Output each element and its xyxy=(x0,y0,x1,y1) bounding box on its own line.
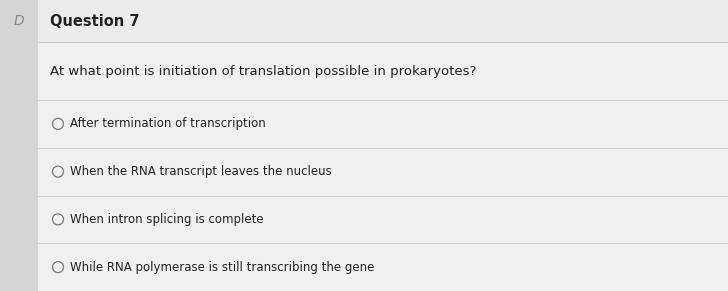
Bar xyxy=(38,42,728,291)
Text: At what point is initiation of translation possible in prokaryotes?: At what point is initiation of translati… xyxy=(50,65,476,77)
Text: When intron splicing is complete: When intron splicing is complete xyxy=(70,213,264,226)
Bar xyxy=(0,0,38,291)
Text: D: D xyxy=(14,14,24,28)
Text: While RNA polymerase is still transcribing the gene: While RNA polymerase is still transcribi… xyxy=(70,261,374,274)
Text: When the RNA transcript leaves the nucleus: When the RNA transcript leaves the nucle… xyxy=(70,165,332,178)
Bar xyxy=(38,0,728,42)
Text: Question 7: Question 7 xyxy=(50,13,140,29)
Text: After termination of transcription: After termination of transcription xyxy=(70,117,266,130)
